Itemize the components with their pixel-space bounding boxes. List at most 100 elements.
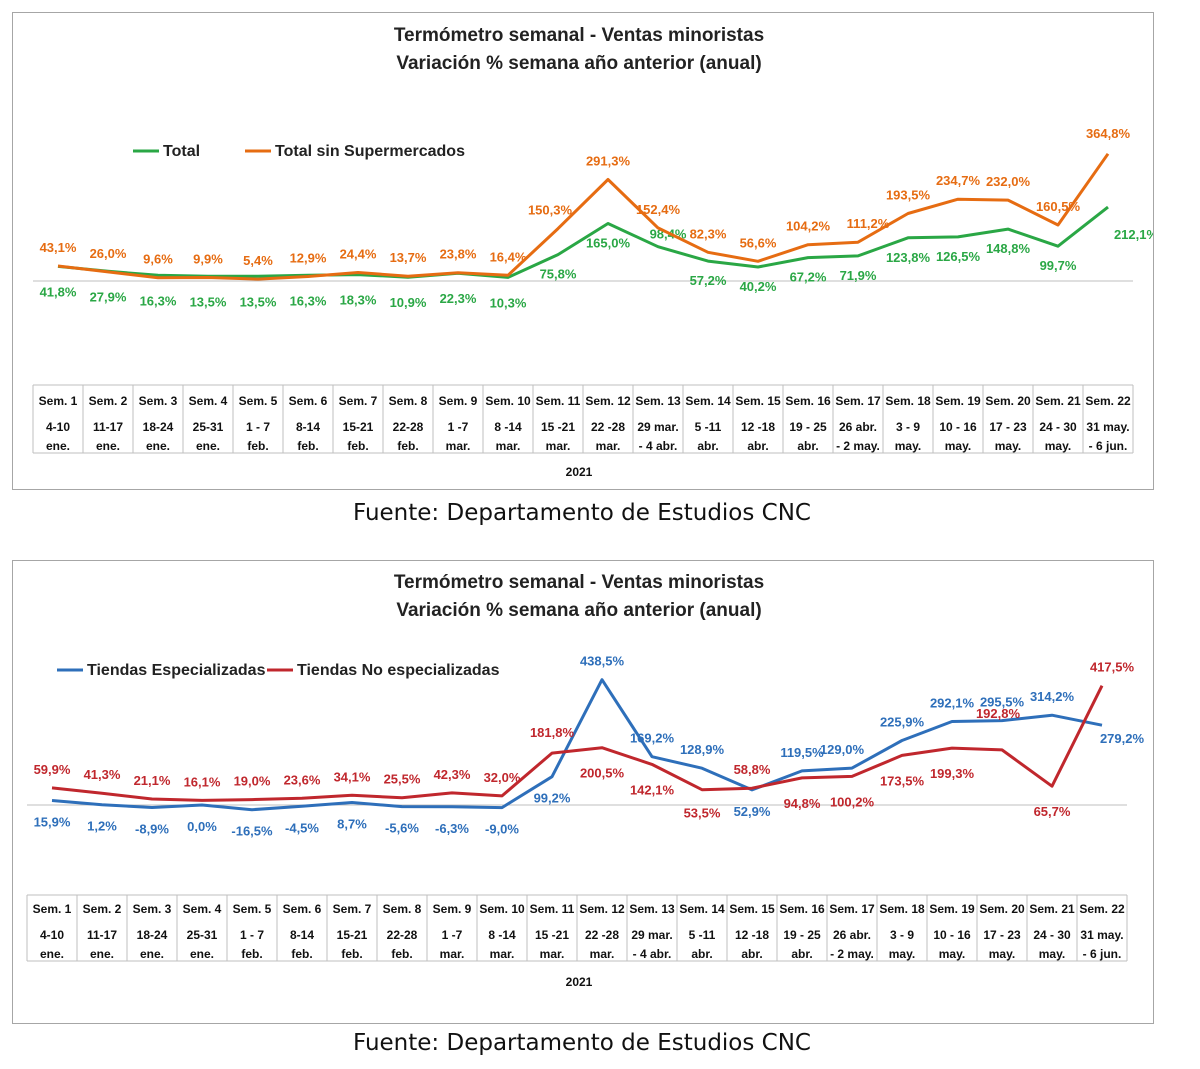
date-tick-label: 25-31 [193,420,224,434]
date-tick-label: - 2 may. [830,947,874,961]
date-tick-label: abr. [791,947,812,961]
data-label: 314,2% [1030,689,1075,704]
date-tick-label: mar. [496,439,521,453]
chart-1-year-label: 2021 [566,465,593,479]
data-label: 23,8% [440,247,477,262]
week-tick-label: Sem. 12 [579,902,625,916]
date-tick-label: ene. [96,439,120,453]
data-label: 150,3% [528,203,573,218]
date-tick-label: 26 abr. [833,928,871,942]
week-tick-label: Sem. 14 [685,394,731,408]
data-label: 123,8% [886,250,931,265]
data-label: 100,2% [830,794,875,809]
date-tick-label: 15 -21 [535,928,569,942]
week-tick-label: Sem. 11 [536,394,581,408]
date-tick-label: 29 mar. [637,420,678,434]
data-label: 0,0% [187,819,217,834]
data-label: 43,1% [40,240,77,255]
week-tick-label: Sem. 14 [679,902,725,916]
data-label: 75,8% [540,267,577,282]
week-tick-label: Sem. 10 [479,902,525,916]
date-tick-label: may. [939,947,965,961]
date-tick-label: feb. [397,439,418,453]
week-tick-label: Sem. 19 [929,902,975,916]
data-label: 82,3% [690,226,727,241]
week-tick-label: Sem. 17 [835,394,881,408]
week-tick-label: Sem. 16 [779,902,825,916]
date-tick-label: 18-24 [143,420,174,434]
date-tick-label: 1 - 7 [246,420,270,434]
data-label: 13,7% [390,250,427,265]
data-label: 57,2% [690,273,727,288]
data-label: 193,5% [886,188,931,203]
chart-2-title-line2: Variación % semana año anterior (anual) [396,600,761,621]
data-label: 99,7% [1040,258,1077,273]
date-tick-label: ene. [196,439,220,453]
data-label: 71,9% [840,268,877,283]
data-label: 279,2% [1100,731,1145,746]
week-tick-label: Sem. 17 [829,902,875,916]
date-tick-label: 12 -18 [741,420,775,434]
date-tick-label: feb. [347,439,368,453]
data-label: 10,9% [390,295,427,310]
data-label: 291,3% [586,153,631,168]
data-label: 32,0% [484,770,521,785]
data-label: 10,3% [490,295,527,310]
date-tick-label: 8-14 [290,928,314,942]
data-label: 23,6% [284,772,321,787]
data-label: 152,4% [636,202,681,217]
date-tick-label: - 6 jun. [1083,947,1122,961]
data-label: 199,3% [930,766,975,781]
week-tick-label: Sem. 13 [629,902,675,916]
date-tick-label: abr. [691,947,712,961]
data-label: -8,9% [135,822,169,837]
date-tick-label: mar. [490,947,515,961]
date-tick-label: mar. [590,947,615,961]
week-tick-label: Sem. 3 [133,902,172,916]
data-label: 42,3% [434,767,471,782]
data-label: 56,6% [740,235,777,250]
data-label: 232,0% [986,174,1031,189]
data-label: 53,5% [684,806,721,821]
date-tick-label: 22-28 [393,420,424,434]
date-tick-label: ene. [190,947,214,961]
data-label: 169,2% [630,731,675,746]
week-tick-label: Sem. 3 [139,394,178,408]
date-tick-label: 31 may. [1086,420,1129,434]
date-tick-label: 15-21 [337,928,368,942]
data-label: 12,9% [290,251,327,266]
date-tick-label: 24 - 30 [1039,420,1077,434]
date-tick-label: feb. [297,439,318,453]
week-tick-label: Sem. 13 [635,394,681,408]
date-tick-label: feb. [241,947,262,961]
data-label: 165,0% [586,235,631,250]
data-label: 34,1% [334,769,371,784]
week-tick-label: Sem. 15 [735,394,781,408]
date-tick-label: - 2 may. [836,439,880,453]
data-label: -9,0% [485,822,519,837]
date-tick-label: may. [895,439,921,453]
week-tick-label: Sem. 15 [729,902,775,916]
chart-panel-1: Termómetro semanal - Ventas minoristas V… [12,12,1154,490]
data-label: 5,4% [243,253,273,268]
date-tick-label: feb. [341,947,362,961]
date-tick-label: mar. [546,439,571,453]
data-label: 16,3% [140,293,177,308]
data-label: 8,7% [337,817,367,832]
date-tick-label: may. [889,947,915,961]
week-tick-label: Sem. 2 [89,394,128,408]
week-tick-label: Sem. 9 [433,902,472,916]
week-tick-label: Sem. 18 [885,394,931,408]
date-tick-label: 19 - 25 [789,420,827,434]
data-label: 111,2% [847,216,890,231]
week-tick-label: Sem. 1 [33,902,72,916]
data-label: 41,3% [84,767,121,782]
week-tick-label: Sem. 20 [985,394,1031,408]
data-label: 21,1% [134,773,171,788]
date-tick-label: 29 mar. [631,928,672,942]
date-tick-label: 18-24 [137,928,168,942]
date-tick-label: mar. [440,947,465,961]
data-label: 16,3% [290,293,327,308]
week-tick-label: Sem. 21 [1035,394,1081,408]
data-label: -6,3% [435,821,469,836]
